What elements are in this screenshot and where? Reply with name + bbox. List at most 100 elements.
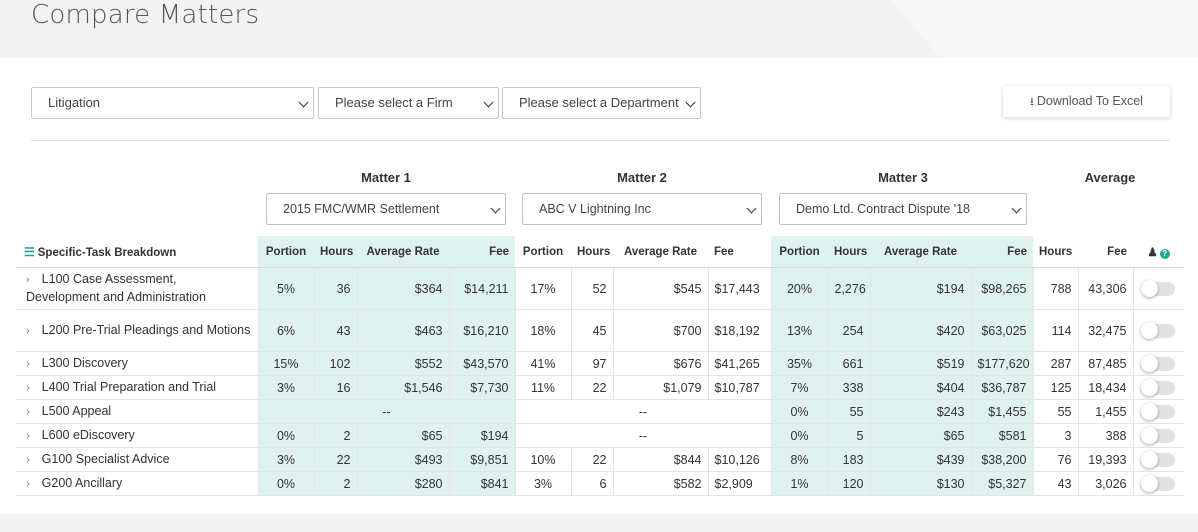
matter-2-select[interactable]: ABC V Lightning Inc [522,193,762,225]
chevron-right-icon[interactable]: › [26,405,30,418]
chevron-down-icon [685,97,696,108]
firm-select[interactable]: Please select a Firm [318,87,499,119]
matter-3-heading: Matter 3 [878,170,928,185]
m3-portion-cell: 13% [771,309,829,352]
m1-fee-header: Fee [449,236,515,268]
m1-portion-cell: 6% [258,309,315,352]
table-row: › G200 Ancillary 0% 2 $280 $841 3% 6 $582 $2,909 1… [16,471,1184,496]
task-label: L100 Case Assessment, Development and Ad… [26,272,206,304]
m1-fee-cell: $7,730 [449,375,516,400]
toggle-cell [1133,309,1184,352]
row-toggle[interactable] [1140,378,1175,396]
m3-portion-cell: 20% [771,267,829,310]
m3-portion-cell: 0% [771,423,829,448]
m2-fee-cell: $10,126 [708,447,772,472]
m1-rate-cell: $364 [357,267,450,310]
m2-hours-cell: 22 [571,375,614,400]
m1-portion-cell: 5% [258,267,315,310]
m2-rate-cell: $700 [613,309,709,352]
m3-fee-cell: $63,025 [971,309,1034,352]
m1-hours-cell: 22 [314,447,358,472]
table-row: › L100 Case Assessment, Development and A… [16,267,1184,310]
m3-rate-cell: $439 [870,447,972,472]
avg-fee-cell: 18,434 [1078,375,1134,400]
toggle-knob [1140,279,1158,297]
toggle-header: ♟? [1133,236,1184,268]
toggle-cell [1133,423,1184,448]
matter-2-heading: Matter 2 [617,170,667,185]
m1-rate-cell: $65 [357,423,450,448]
m1-portion-header: Portion [258,236,314,268]
m1-portion-cell: 0% [258,471,315,496]
m1-portion-cell: 3% [258,375,315,400]
toggle-cell [1133,375,1184,400]
row-toggle[interactable] [1140,474,1175,492]
row-toggle[interactable] [1140,450,1175,468]
table-row: › L200 Pre-Trial Pleadings and Motions 6% 4… [16,309,1184,352]
user-icon: ♟ [1147,246,1158,259]
m2-empty-cell: -- [515,423,772,448]
m3-hours-cell: 338 [828,375,871,400]
m3-fee-cell: $581 [971,423,1034,448]
m3-hours-cell: 254 [828,309,871,352]
department-select[interactable]: Please select a Department [502,87,701,119]
avg-hours-header: Hours [1033,236,1078,268]
task-cell: › L600 eDiscovery [16,423,259,448]
m1-rate-cell: $1,546 [357,375,450,400]
row-toggle[interactable] [1140,426,1175,444]
row-toggle[interactable] [1140,321,1175,339]
m3-hours-header: Hours [828,236,870,268]
m2-rate-cell: $844 [613,447,709,472]
m3-rate-cell: $519 [870,351,972,376]
toggle-cell [1133,471,1184,496]
m2-rate-cell: $1,079 [613,375,709,400]
toggle-cell [1133,447,1184,472]
avg-hours-cell: 76 [1033,447,1079,472]
firm-value: Please select a Firm [335,95,453,110]
matter-3-select[interactable]: Demo Ltd. Contract Dispute '18 [779,193,1027,225]
m3-portion-cell: 7% [771,375,829,400]
m3-rate-cell: $130 [870,471,972,496]
m2-portion-cell: 10% [515,447,572,472]
m2-hours-cell: 22 [571,447,614,472]
avg-fee-cell: 43,306 [1078,267,1134,310]
task-label: L500 Appeal [41,403,112,418]
department-value: Please select a Department [519,95,679,110]
breakdown-header: ☰ Specific-Task Breakdown [16,236,258,268]
chevron-right-icon[interactable]: › [26,324,30,337]
practice-area-select[interactable]: Litigation [31,87,314,119]
m3-fee-cell: $36,787 [971,375,1034,400]
chevron-right-icon[interactable]: › [26,477,30,490]
m2-hours-header: Hours [571,236,613,268]
m1-fee-cell: $9,851 [449,447,516,472]
chevron-down-icon [298,97,309,108]
download-excel-button[interactable]: ⭳ Download To Excel [1003,86,1170,117]
toggle-cell [1133,267,1184,310]
help-icon[interactable]: ? [1159,248,1170,259]
row-toggle[interactable] [1140,354,1175,372]
chevron-right-icon[interactable]: › [26,381,30,394]
m3-rate-cell: $420 [870,309,972,352]
m1-rate-header: Average Rate [357,236,449,268]
chevron-right-icon[interactable]: › [26,274,30,286]
row-toggle[interactable] [1140,402,1175,420]
m2-portion-cell: 17% [515,267,572,310]
m3-rate-header: Average Rate [870,236,971,268]
matter-1-select[interactable]: 2015 FMC/WMR Settlement [266,193,506,225]
chevron-down-icon [483,97,494,108]
chevron-right-icon[interactable]: › [26,429,30,442]
m3-fee-cell: $38,200 [971,447,1034,472]
chevron-right-icon[interactable]: › [26,453,30,466]
avg-fee-cell: 1,455 [1078,399,1134,424]
chevron-right-icon[interactable]: › [26,357,30,370]
m3-rate-cell: $404 [870,375,972,400]
matter-1-heading: Matter 1 [361,170,411,185]
row-toggle[interactable] [1140,279,1175,297]
m1-rate-cell: $280 [357,471,450,496]
m3-rate-cell: $194 [870,267,972,310]
m3-hours-cell: 5 [828,423,871,448]
m2-portion-cell: 18% [515,309,572,352]
toggle-cell [1133,351,1184,376]
task-cell: › L200 Pre-Trial Pleadings and Motions [16,309,259,352]
m2-hours-cell: 6 [571,471,614,496]
